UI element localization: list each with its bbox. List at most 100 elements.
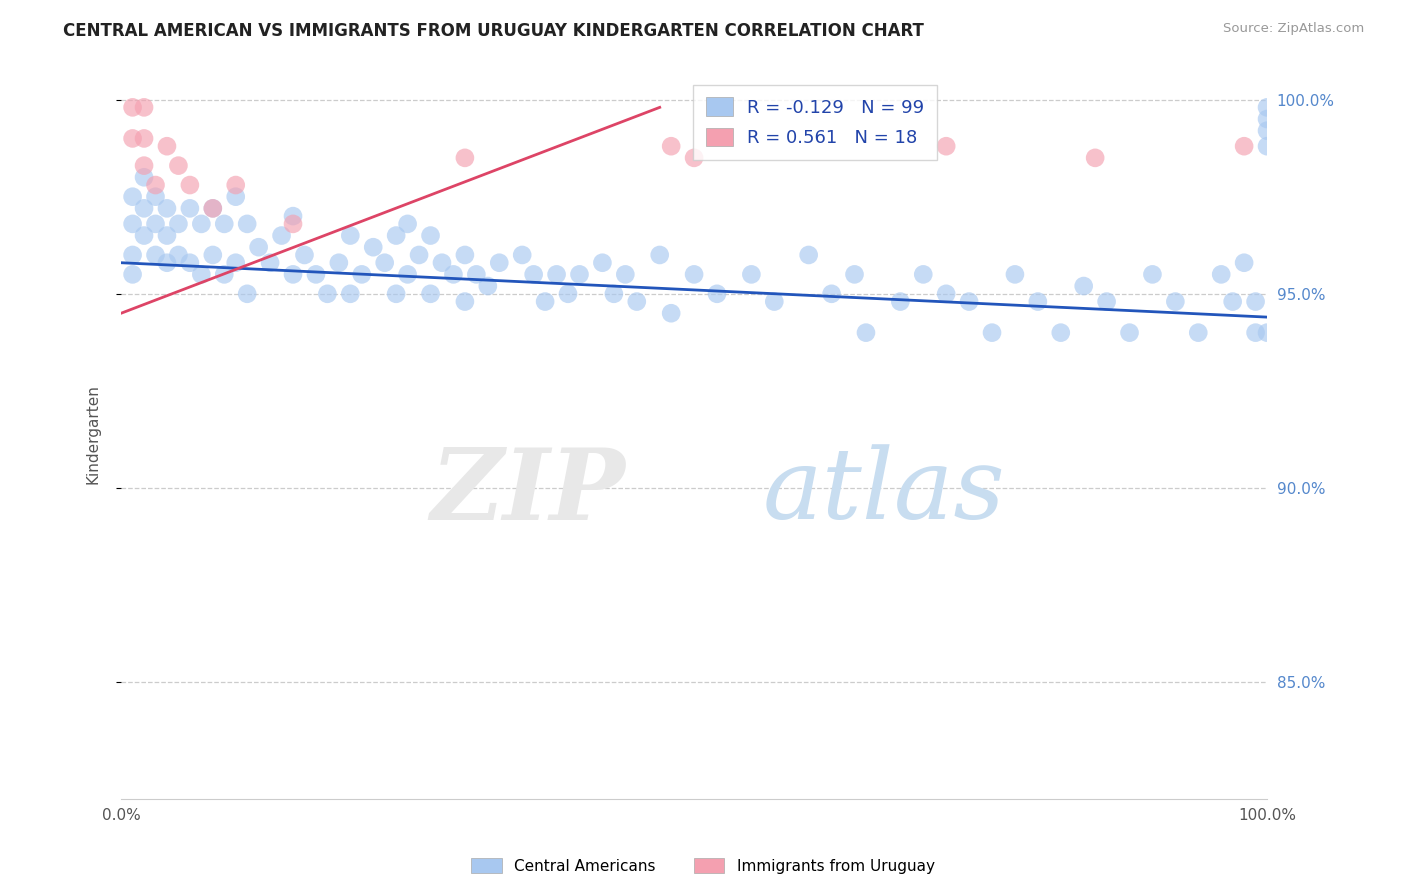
Point: [156, 139, 179, 153]
Point: [706, 286, 728, 301]
Point: [443, 268, 465, 282]
Point: [132, 170, 155, 185]
Point: [179, 256, 201, 270]
Point: [225, 190, 247, 204]
Point: [328, 256, 350, 270]
Point: [145, 217, 167, 231]
Point: [1256, 326, 1278, 340]
Point: [419, 286, 441, 301]
Point: [740, 268, 762, 282]
Point: [477, 279, 499, 293]
Point: [626, 294, 648, 309]
Point: [454, 248, 477, 262]
Point: [132, 228, 155, 243]
Point: [1187, 326, 1209, 340]
Point: [247, 240, 270, 254]
Point: [225, 178, 247, 192]
Point: [201, 202, 224, 216]
Point: [454, 294, 477, 309]
Legend: R = -0.129   N = 99, R = 0.561   N = 18: R = -0.129 N = 99, R = 0.561 N = 18: [693, 85, 938, 160]
Point: [1049, 326, 1071, 340]
Point: [546, 268, 568, 282]
Point: [488, 256, 510, 270]
Point: [179, 178, 201, 192]
Point: [121, 268, 143, 282]
Point: [132, 159, 155, 173]
Point: [957, 294, 980, 309]
Point: [350, 268, 373, 282]
Point: [385, 228, 408, 243]
Point: [145, 248, 167, 262]
Point: [1095, 294, 1118, 309]
Point: [1026, 294, 1049, 309]
Point: [1084, 151, 1107, 165]
Point: [156, 228, 179, 243]
Point: [430, 256, 453, 270]
Point: [1256, 139, 1278, 153]
Point: [659, 139, 682, 153]
Point: [305, 268, 328, 282]
Point: [603, 286, 626, 301]
Point: [396, 268, 419, 282]
Point: [236, 217, 259, 231]
Point: [510, 248, 533, 262]
Point: [820, 286, 842, 301]
Point: [1211, 268, 1233, 282]
Point: [523, 268, 546, 282]
Point: [374, 256, 396, 270]
Text: atlas: atlas: [763, 444, 1005, 540]
Point: [1142, 268, 1164, 282]
Point: [1256, 112, 1278, 126]
Point: [156, 256, 179, 270]
Point: [591, 256, 613, 270]
Y-axis label: Kindergarten: Kindergarten: [86, 384, 100, 483]
Point: [132, 131, 155, 145]
Point: [1233, 256, 1256, 270]
Point: [648, 248, 671, 262]
Text: CENTRAL AMERICAN VS IMMIGRANTS FROM URUGUAY KINDERGARTEN CORRELATION CHART: CENTRAL AMERICAN VS IMMIGRANTS FROM URUG…: [63, 22, 924, 40]
Point: [797, 248, 820, 262]
Point: [167, 159, 190, 173]
Point: [214, 268, 236, 282]
Point: [167, 217, 190, 231]
Point: [465, 268, 488, 282]
Point: [294, 248, 316, 262]
Point: [281, 209, 304, 223]
Point: [935, 286, 957, 301]
Point: [534, 294, 557, 309]
Point: [1073, 279, 1095, 293]
Point: [145, 190, 167, 204]
Point: [145, 178, 167, 192]
Legend: Central Americans, Immigrants from Uruguay: Central Americans, Immigrants from Urugu…: [465, 852, 941, 880]
Point: [339, 228, 361, 243]
Point: [167, 248, 190, 262]
Point: [156, 202, 179, 216]
Point: [201, 248, 224, 262]
Point: [236, 286, 259, 301]
Point: [912, 268, 935, 282]
Point: [270, 228, 292, 243]
Point: [316, 286, 339, 301]
Point: [1222, 294, 1244, 309]
Point: [121, 217, 143, 231]
Point: [1244, 294, 1267, 309]
Point: [190, 217, 212, 231]
Text: Source: ZipAtlas.com: Source: ZipAtlas.com: [1223, 22, 1364, 36]
Point: [408, 248, 430, 262]
Point: [339, 286, 361, 301]
Point: [225, 256, 247, 270]
Point: [1256, 123, 1278, 137]
Point: [763, 294, 786, 309]
Point: [190, 268, 212, 282]
Point: [132, 202, 155, 216]
Point: [1244, 326, 1267, 340]
Point: [121, 248, 143, 262]
Point: [1164, 294, 1187, 309]
Point: [1004, 268, 1026, 282]
Point: [281, 217, 304, 231]
Point: [179, 202, 201, 216]
Point: [121, 100, 143, 114]
Point: [259, 256, 281, 270]
Point: [419, 228, 441, 243]
Point: [935, 139, 957, 153]
